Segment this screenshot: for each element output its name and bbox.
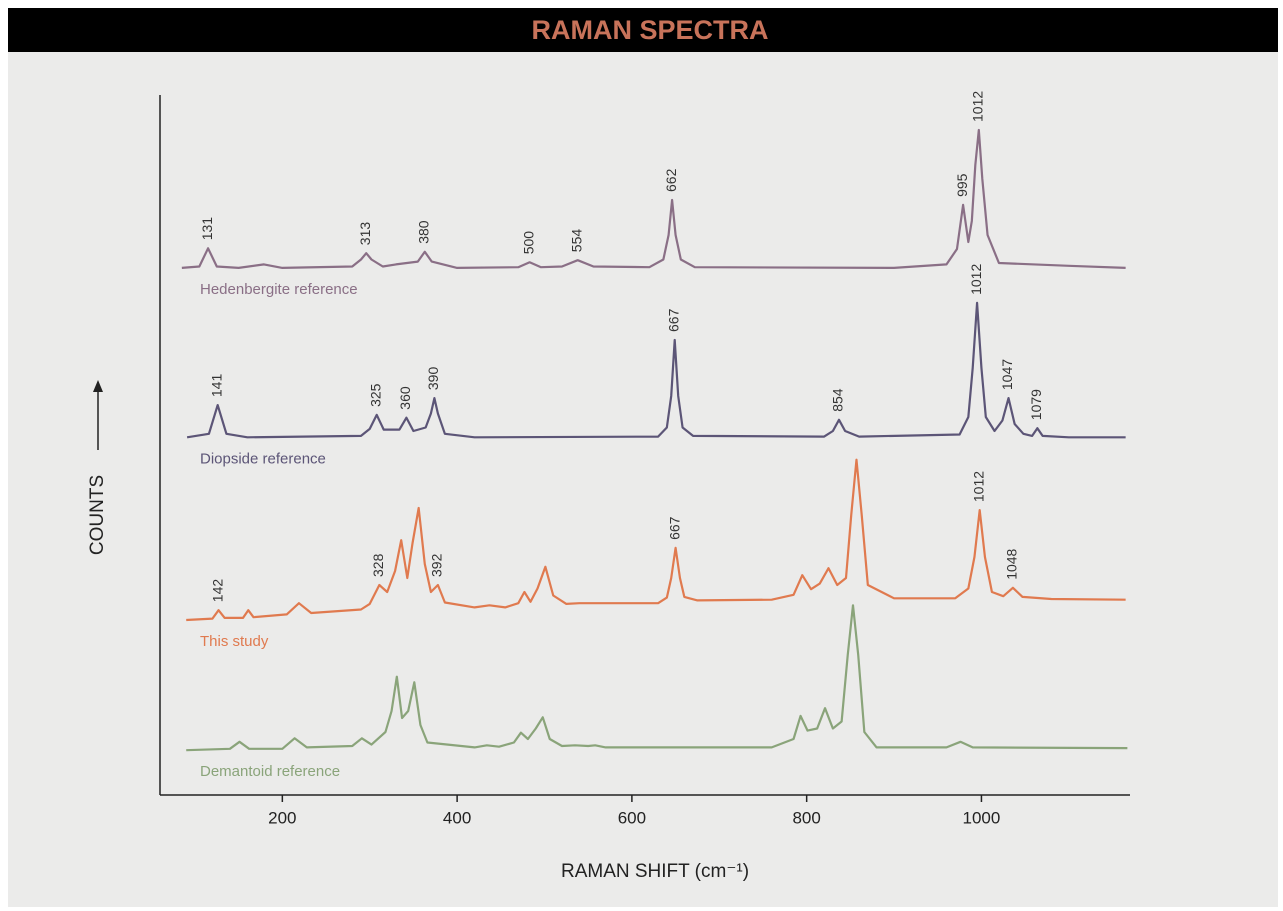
peak-label: 1012 <box>970 471 986 502</box>
series-label: Diopside reference <box>200 450 326 467</box>
peak-label: 1012 <box>968 264 984 295</box>
x-tick-label: 200 <box>268 808 296 827</box>
peak-label: 995 <box>954 173 970 197</box>
x-tick-label: 1000 <box>963 808 1001 827</box>
panel-background <box>8 52 1278 907</box>
peak-label: 667 <box>666 516 682 540</box>
x-axis-title: RAMAN SHIFT (cm⁻¹) <box>561 861 749 882</box>
title-bar <box>8 8 1278 52</box>
peak-label: 325 <box>367 383 383 407</box>
series-label: Hedenbergite reference <box>200 281 358 298</box>
x-tick-label: 800 <box>792 808 820 827</box>
chart-title: RAMAN SPECTRA <box>531 15 768 45</box>
series-label: Demantoid reference <box>200 763 340 780</box>
peak-label: 390 <box>425 367 441 391</box>
peak-label: 380 <box>415 220 431 244</box>
y-axis-arrow <box>93 380 103 450</box>
peak-label: 1079 <box>1028 389 1044 420</box>
arrow-head <box>93 380 103 392</box>
y-axis-title: COUNTS <box>87 475 108 555</box>
peak-label: 142 <box>209 579 225 603</box>
peak-label: 500 <box>520 231 536 255</box>
peak-label: 1048 <box>1004 548 1020 579</box>
spectrum-line <box>186 458 1126 622</box>
peak-label: 360 <box>397 386 413 410</box>
x-tick-label: 400 <box>443 808 471 827</box>
x-tick-label: 600 <box>618 808 646 827</box>
peak-label: 392 <box>429 553 445 577</box>
peak-label: 667 <box>665 308 681 332</box>
peak-label: 854 <box>830 388 846 412</box>
spectrum-line <box>181 128 1126 269</box>
peak-label: 662 <box>663 168 679 192</box>
series-label: This study <box>200 633 269 650</box>
peak-label: 1012 <box>970 91 986 122</box>
peak-label: 313 <box>357 222 373 246</box>
peak-label: 554 <box>568 229 584 253</box>
peak-label: 131 <box>199 217 215 241</box>
spectrum-line <box>186 301 1126 439</box>
peak-label: 1047 <box>999 359 1015 390</box>
peak-label: 141 <box>208 374 224 398</box>
peak-label: 328 <box>370 553 386 577</box>
spectrum-line <box>186 604 1128 752</box>
